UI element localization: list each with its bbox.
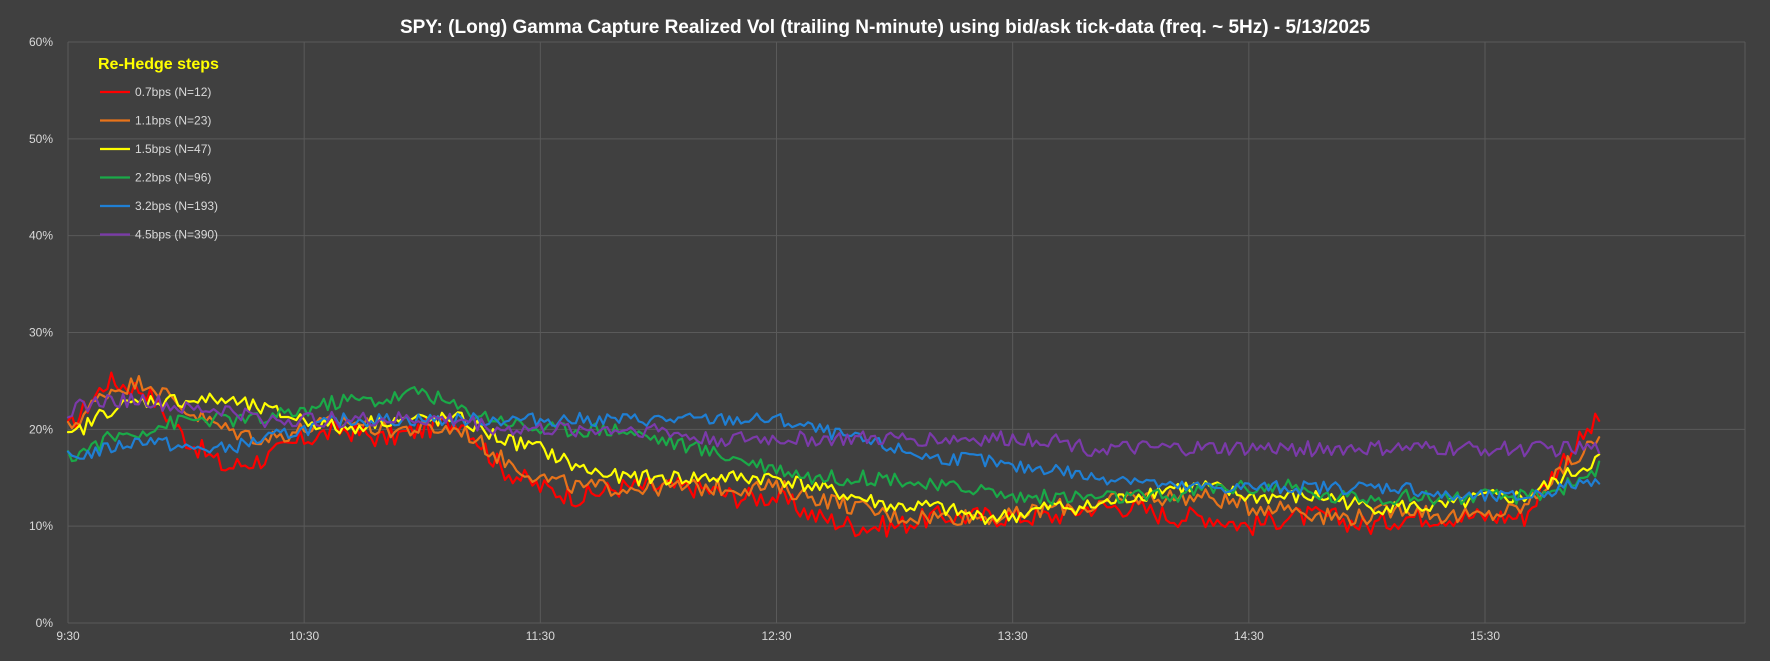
series-line [66, 392, 1601, 458]
y-axis-tick-labels: 0% 10% 20% 30% 40% 50% 60% [29, 35, 53, 630]
y-tick-label: 0% [36, 616, 54, 630]
y-tick-label: 20% [29, 422, 53, 436]
x-tick-label: 15:30 [1470, 629, 1500, 643]
y-tick-label: 60% [29, 35, 53, 49]
x-axis-tick-labels: 9:30 10:30 11:30 12:30 13:30 14:30 15:30 [56, 629, 1500, 643]
y-tick-label: 40% [29, 229, 53, 243]
x-tick-label: 12:30 [761, 629, 791, 643]
legend: Re-Hedge steps 0.7bps (N=12) 1.1bps (N=23… [98, 56, 219, 242]
legend-entry-label: 0.7bps (N=12) [135, 85, 211, 99]
legend-entry-label: 4.5bps (N=390) [135, 228, 218, 242]
y-tick-label: 50% [29, 132, 53, 146]
y-tick-label: 10% [29, 519, 53, 533]
x-tick-label: 13:30 [998, 629, 1028, 643]
legend-entry-label: 2.2bps (N=96) [135, 171, 211, 185]
x-tick-label: 11:30 [526, 629, 555, 643]
x-tick-label: 9:30 [56, 629, 80, 643]
series-line [66, 411, 1601, 503]
x-tick-label: 14:30 [1234, 629, 1264, 643]
legend-entry-label: 1.1bps (N=23) [135, 114, 211, 128]
legend-title: Re-Hedge steps [98, 56, 219, 73]
series-lines [66, 371, 1601, 538]
x-tick-label: 10:30 [289, 629, 319, 643]
series-line [66, 392, 1601, 526]
legend-entry-label: 1.5bps (N=47) [135, 142, 211, 156]
series-line [66, 386, 1601, 506]
legend-entry-label: 3.2bps (N=193) [135, 199, 218, 213]
y-tick-label: 30% [29, 326, 53, 340]
series-line [66, 371, 1601, 538]
chart-title: SPY: (Long) Gamma Capture Realized Vol (… [400, 17, 1371, 38]
